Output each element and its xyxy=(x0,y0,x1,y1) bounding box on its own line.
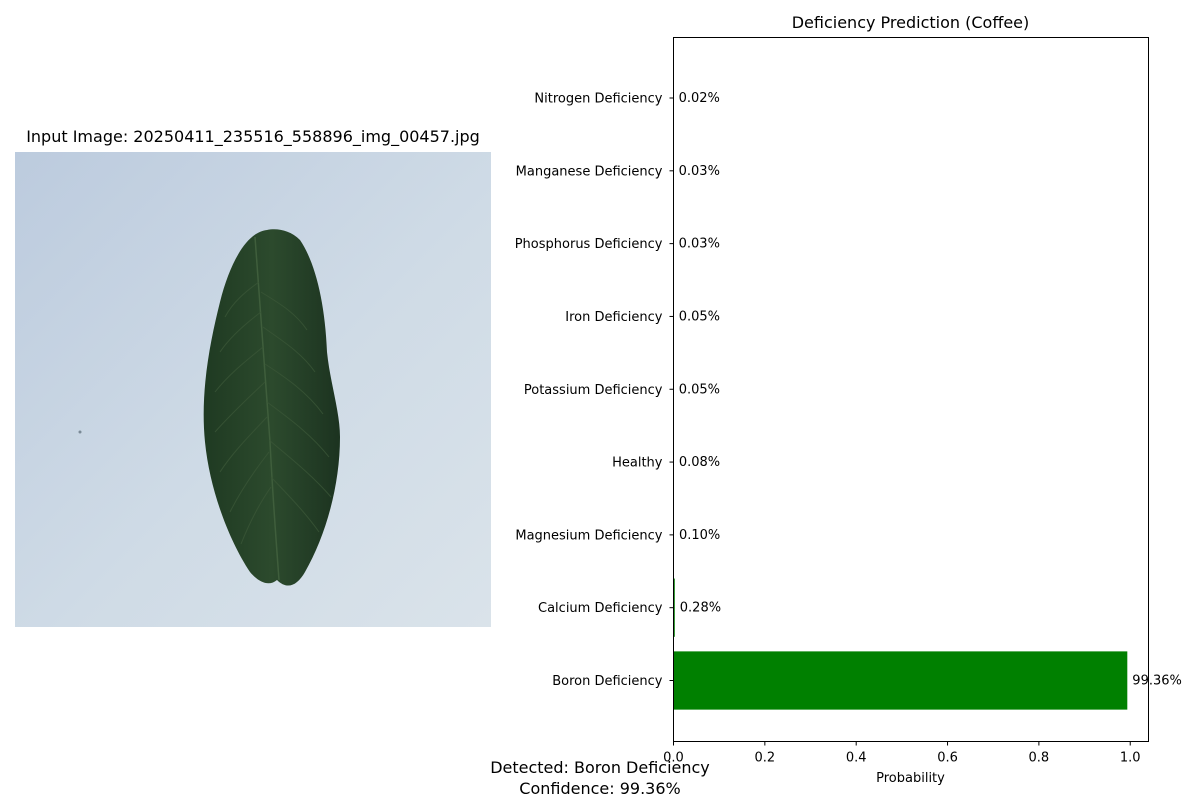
y-ticks: Boron Deficiency Calcium Deficiency Magnes… xyxy=(515,92,674,689)
x-tick-label: 1.0 xyxy=(1120,751,1141,766)
value-label: 0.08% xyxy=(679,455,720,470)
x-tick-label: 0.4 xyxy=(846,751,867,766)
value-label: 0.28% xyxy=(680,601,721,616)
plot-frame xyxy=(673,37,1149,742)
x-tick-label: 0.6 xyxy=(937,751,958,766)
speck xyxy=(78,430,82,434)
chart-title: Deficiency Prediction (Coffee) xyxy=(792,13,1030,32)
y-tick-label: Healthy xyxy=(612,456,663,471)
value-label: 0.05% xyxy=(679,309,720,324)
y-tick-label: Phosphorus Deficiency xyxy=(515,237,663,252)
y-tick-label: Calcium Deficiency xyxy=(538,601,663,616)
coffee-leaf-shape xyxy=(203,229,340,586)
y-tick-label: Magnesium Deficiency xyxy=(515,528,662,543)
y-tick-label: Iron Deficiency xyxy=(565,310,663,325)
bars-layer xyxy=(673,68,1128,710)
value-label: 99.36% xyxy=(1132,674,1182,689)
value-labels: 99.36% 0.28% 0.10% 0.08% 0.05% 0.05% 0.03% 0.03… xyxy=(679,91,1182,689)
y-tick-label: Boron Deficiency xyxy=(552,674,663,689)
y-tick-label: Nitrogen Deficiency xyxy=(534,92,662,107)
value-label: 0.03% xyxy=(679,237,720,252)
value-label: 0.10% xyxy=(679,528,720,543)
leaf-image xyxy=(15,152,491,627)
confidence-label: Confidence: 99.36% xyxy=(519,779,681,798)
y-tick-label: Potassium Deficiency xyxy=(524,383,663,398)
detected-label: Detected: Boron Deficiency xyxy=(490,758,710,777)
leaf-veins xyxy=(214,281,332,545)
x-tick-label: 0.8 xyxy=(1029,751,1050,766)
value-label: 0.02% xyxy=(679,91,720,106)
y-tick-label: Manganese Deficiency xyxy=(516,164,663,179)
bar xyxy=(673,651,1128,710)
x-axis-label: Probability xyxy=(876,771,945,786)
input-image-title: Input Image: 20250411_235516_558896_img_… xyxy=(26,127,480,146)
value-label: 0.05% xyxy=(679,382,720,397)
leaf-midrib xyxy=(254,236,280,581)
bar xyxy=(673,578,675,637)
value-label: 0.03% xyxy=(679,164,720,179)
